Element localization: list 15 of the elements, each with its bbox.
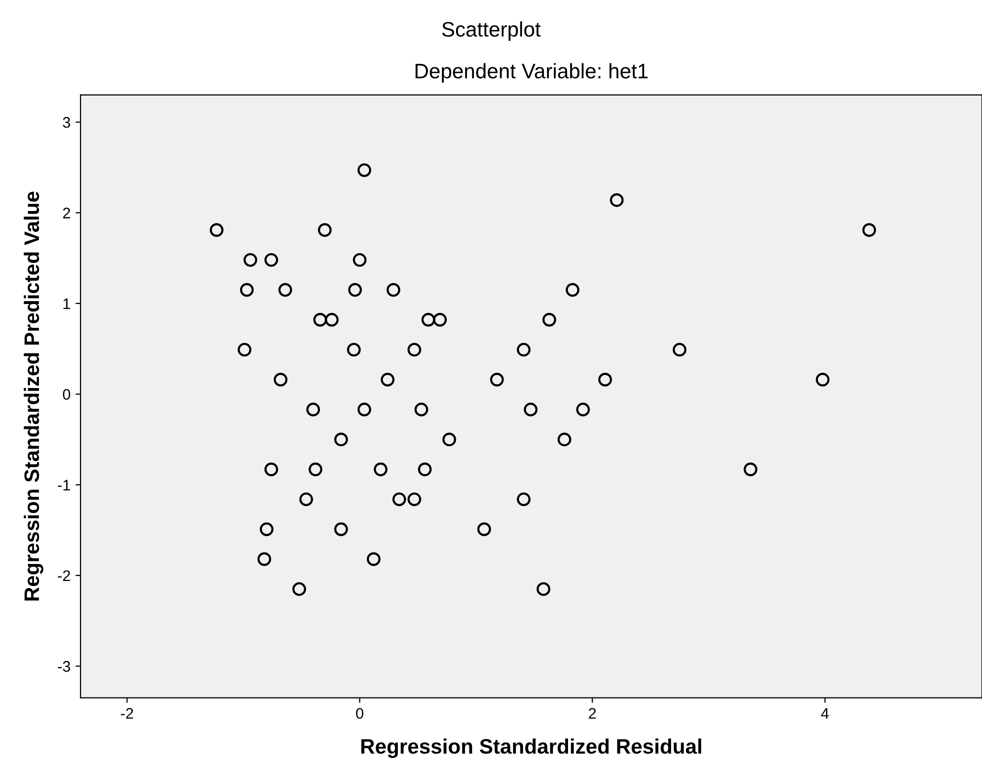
y-tick-label: -3 — [58, 661, 70, 672]
x-tick-label: 0 — [356, 708, 364, 719]
x-tick-label: 4 — [821, 708, 829, 719]
y-tick-label: -2 — [58, 570, 70, 581]
x-tick-label: 2 — [588, 708, 596, 719]
chart-title: Scatterplot — [442, 21, 541, 41]
x-tick-label: -2 — [120, 708, 134, 719]
y-tick-label: 1 — [63, 298, 70, 309]
y-tick-label: 2 — [63, 208, 70, 218]
y-tick-label: 3 — [62, 116, 70, 128]
y-tick-label: -1 — [58, 480, 70, 490]
chart-subtitle: Dependent Variable: het1 — [416, 63, 648, 83]
y-axis-title: Regression Standardized Predicted Value — [24, 192, 44, 600]
y-tick-label: 0 — [62, 388, 70, 400]
x-axis-title: Regression Standardized Residual — [361, 738, 702, 758]
